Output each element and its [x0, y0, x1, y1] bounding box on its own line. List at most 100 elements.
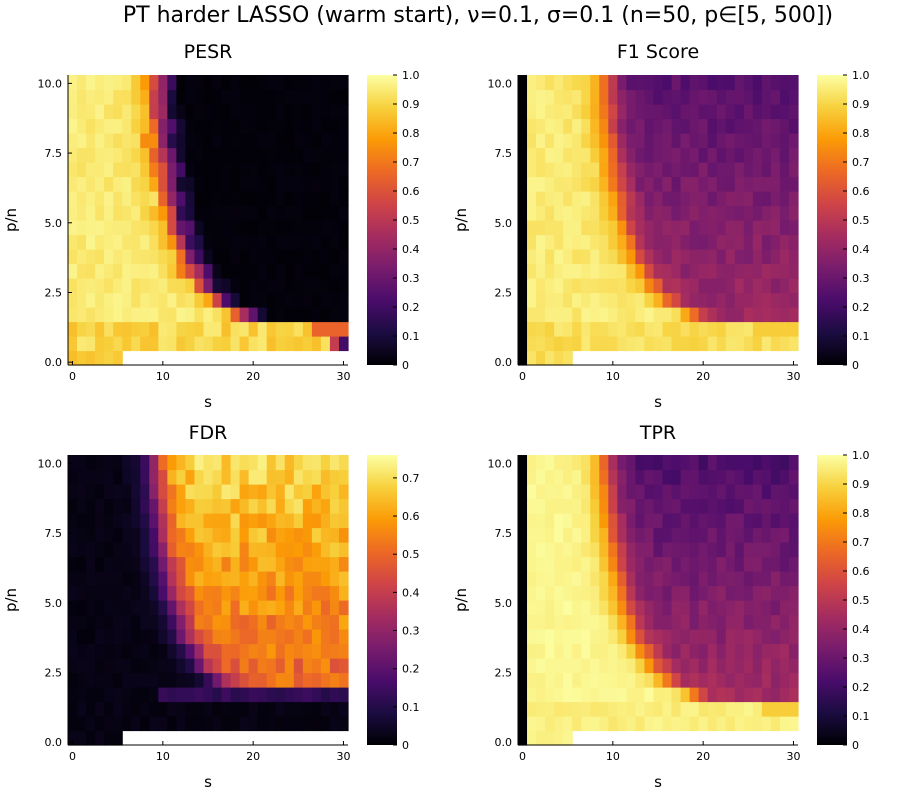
heatmap-cell	[158, 176, 168, 192]
heatmap-cell	[140, 701, 150, 717]
heatmap-cell	[770, 629, 781, 645]
heatmap-cell	[320, 75, 331, 91]
heatmap-cell	[329, 585, 340, 601]
heatmap-cell	[617, 542, 627, 558]
heatmap-cell	[698, 614, 709, 630]
heatmap-cell	[248, 556, 259, 572]
heatmap-cell	[230, 249, 241, 265]
heatmap-cell	[149, 716, 159, 732]
heatmap-cell	[77, 542, 87, 558]
heatmap-cell	[707, 263, 718, 279]
heatmap-cell	[203, 716, 214, 732]
heatmap-cell	[518, 687, 528, 703]
heatmap-cell	[329, 556, 340, 572]
heatmap-cell	[239, 89, 250, 105]
heatmap-cell	[158, 118, 168, 134]
heatmap-cell	[284, 542, 295, 558]
heatmap-cell	[518, 205, 528, 221]
heatmap-cell	[581, 205, 591, 221]
heatmap-cell	[338, 542, 349, 558]
heatmap-cell	[680, 658, 691, 674]
heatmap-cell	[563, 336, 573, 352]
heatmap-cell	[194, 234, 205, 250]
heatmap-cell	[680, 278, 691, 294]
heatmap-cell	[311, 191, 322, 207]
heatmap-cell	[599, 701, 609, 717]
heatmap-cell	[635, 336, 646, 352]
heatmap-cell	[212, 542, 223, 558]
heatmap-cell	[194, 600, 205, 616]
heatmap-cell	[248, 133, 259, 149]
heatmap-cell	[203, 263, 214, 279]
heatmap-cell	[212, 629, 223, 645]
heatmap-cell	[77, 321, 87, 337]
heatmap-cell	[275, 307, 286, 323]
heatmap-cell	[257, 104, 268, 120]
heatmap-cell	[230, 527, 241, 543]
heatmap-cell	[338, 687, 349, 703]
heatmap-cell	[662, 321, 673, 337]
heatmap-cell	[239, 658, 250, 674]
heatmap-cell	[590, 292, 600, 308]
heatmap-cell	[707, 643, 718, 659]
heatmap-cell	[662, 118, 673, 134]
heatmap-cell	[239, 614, 250, 630]
heatmap-cell	[68, 600, 78, 616]
heatmap-cell	[257, 484, 268, 500]
heatmap-cell	[725, 307, 736, 323]
heatmap-cell	[203, 278, 214, 294]
heatmap-cell	[671, 205, 682, 221]
heatmap-cell	[194, 455, 205, 471]
heatmap-cell	[689, 585, 700, 601]
heatmap-cell	[266, 278, 277, 294]
heatmap-cell	[77, 643, 87, 659]
heatmap-cell	[185, 307, 196, 323]
heatmap-cell	[536, 89, 546, 105]
heatmap-cell	[176, 629, 187, 645]
heatmap-cell	[752, 89, 763, 105]
heatmap-cell	[680, 571, 691, 587]
heatmap-cell	[167, 162, 177, 178]
heatmap-cell	[788, 205, 799, 221]
heatmap-cell	[122, 527, 132, 543]
heatmap-cell	[536, 104, 546, 120]
heatmap-cell	[752, 147, 763, 163]
heatmap-cell	[653, 556, 664, 572]
heatmap-cell	[770, 75, 781, 91]
heatmap-cell	[248, 118, 259, 134]
heatmap-cell	[158, 513, 168, 529]
heatmap-cell	[626, 542, 637, 558]
heatmap-cell	[527, 571, 537, 587]
heatmap-cell	[635, 104, 646, 120]
heatmap-cell	[608, 205, 618, 221]
heatmap-cell	[185, 629, 196, 645]
heatmap-cell	[779, 234, 790, 250]
heatmap-cell	[770, 672, 781, 688]
heatmap-cell	[203, 571, 214, 587]
heatmap-cell	[311, 498, 322, 514]
heatmap-cell	[257, 469, 268, 485]
heatmap-cell	[293, 498, 304, 514]
heatmap-cell	[167, 133, 177, 149]
heatmap-cell	[248, 205, 259, 221]
heatmap-cell	[257, 249, 268, 265]
heatmap-cell	[662, 498, 673, 514]
heatmap-cell	[527, 118, 537, 134]
heatmap-cell	[293, 629, 304, 645]
heatmap-cell	[518, 527, 528, 543]
colorbar-tick-label: 0.3	[402, 272, 420, 285]
heatmap-cell	[653, 162, 664, 178]
heatmap-cell	[284, 263, 295, 279]
heatmap-cell	[275, 162, 286, 178]
heatmap-cell	[572, 263, 582, 279]
colorbar-tick-label: 0.6	[852, 185, 870, 198]
heatmap-cell	[536, 350, 546, 366]
heatmap-cell	[113, 498, 123, 514]
heatmap-cell	[707, 527, 718, 543]
heatmap-cell	[779, 336, 790, 352]
heatmap-cell	[113, 133, 123, 149]
heatmap-cell	[140, 234, 150, 250]
heatmap-cell	[590, 513, 600, 529]
heatmap-cell	[266, 176, 277, 192]
heatmap-cell	[266, 571, 277, 587]
